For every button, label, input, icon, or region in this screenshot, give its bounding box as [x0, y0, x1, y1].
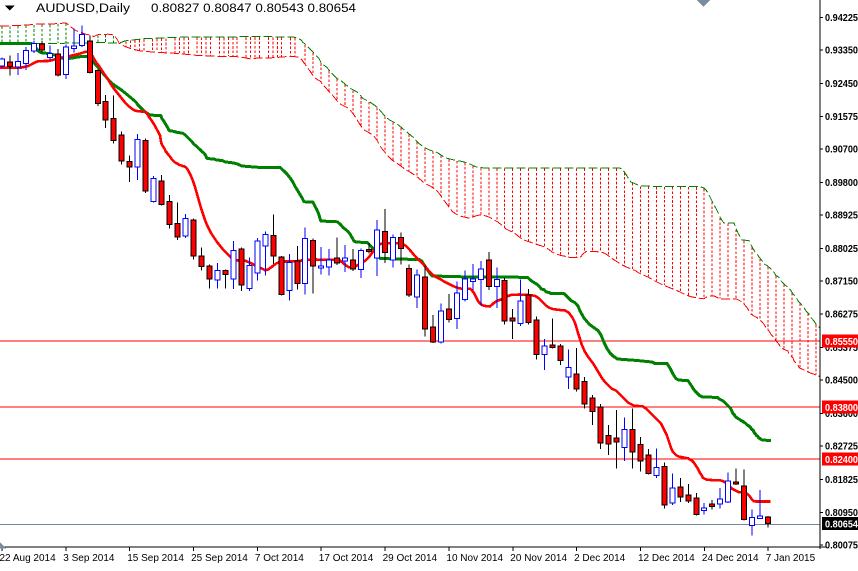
- svg-text:15 Sep 2014: 15 Sep 2014: [127, 553, 184, 564]
- svg-text:0.82725: 0.82725: [825, 442, 858, 453]
- svg-text:0.83600: 0.83600: [825, 409, 858, 420]
- svg-text:0.88025: 0.88025: [825, 244, 858, 255]
- svg-text:0.90700: 0.90700: [825, 144, 858, 155]
- svg-text:25 Sep 2014: 25 Sep 2014: [191, 553, 248, 564]
- svg-text:10 Nov 2014: 10 Nov 2014: [446, 553, 503, 564]
- svg-text:3 Sep 2014: 3 Sep 2014: [63, 553, 115, 564]
- svg-text:0.87150: 0.87150: [825, 277, 858, 288]
- svg-text:0.88925: 0.88925: [825, 211, 858, 222]
- svg-text:24 Dec 2014: 24 Dec 2014: [702, 553, 759, 564]
- svg-text:0.92450: 0.92450: [825, 79, 858, 90]
- svg-text:0.86275: 0.86275: [825, 309, 858, 320]
- svg-text:20 Nov 2014: 20 Nov 2014: [510, 553, 567, 564]
- svg-text:7 Oct 2014: 7 Oct 2014: [255, 553, 304, 564]
- svg-text:0.91575: 0.91575: [825, 112, 858, 123]
- svg-text:0.80827 0.80847 0.80543 0.8065: 0.80827 0.80847 0.80543 0.80654: [151, 3, 357, 15]
- svg-text:0.93350: 0.93350: [825, 46, 858, 57]
- svg-text:0.84500: 0.84500: [825, 375, 858, 386]
- svg-text:22 Aug 2014: 22 Aug 2014: [0, 553, 56, 564]
- svg-text:0.85375: 0.85375: [825, 343, 858, 354]
- svg-text:0.85550: 0.85550: [825, 337, 858, 348]
- svg-text:0.80654: 0.80654: [825, 519, 858, 530]
- svg-text:0.83800: 0.83800: [825, 403, 858, 414]
- svg-text:2 Dec 2014: 2 Dec 2014: [574, 553, 626, 564]
- svg-text:0.81825: 0.81825: [825, 475, 858, 486]
- svg-text:7 Jan 2015: 7 Jan 2015: [766, 553, 816, 564]
- svg-text:0.80075: 0.80075: [825, 540, 858, 551]
- svg-text:12 Dec 2014: 12 Dec 2014: [638, 553, 695, 564]
- svg-text:AUDUSD,Daily: AUDUSD,Daily: [36, 3, 130, 15]
- svg-text:0.89800: 0.89800: [825, 178, 858, 189]
- svg-text:29 Oct 2014: 29 Oct 2014: [383, 553, 438, 564]
- svg-text:17 Oct 2014: 17 Oct 2014: [319, 553, 374, 564]
- svg-text:0.94225: 0.94225: [825, 13, 858, 24]
- svg-text:0.82400: 0.82400: [825, 455, 858, 466]
- svg-text:0.80950: 0.80950: [825, 508, 858, 519]
